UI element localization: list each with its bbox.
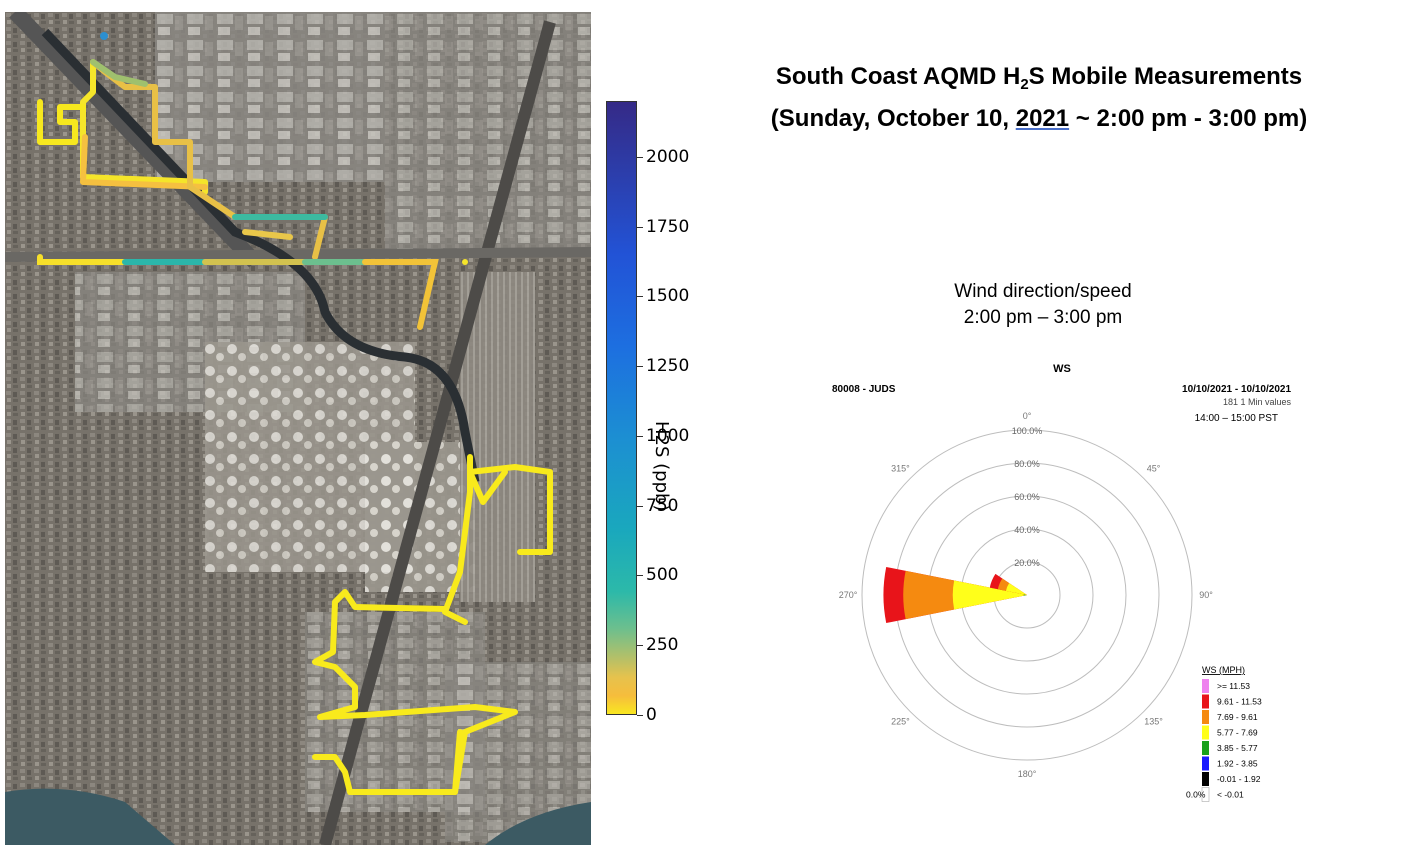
wind-speed-legend: WS (MPH) >= 11.53 9.61 - 11.53 7.69 - 9.61 5…: [1186, 665, 1262, 802]
rose-direction-labels: 0° 45° 90° 135° 180° 225° 270° 315°: [839, 411, 1214, 779]
legend-title: WS (MPH): [1202, 665, 1245, 675]
colorbar-tick: [637, 156, 643, 158]
h2s-track-northwest: [37, 59, 328, 260]
legend-label: 7.69 - 9.61: [1217, 712, 1258, 722]
time-window-label: 14:00 – 15:00 PST: [1195, 413, 1278, 424]
rose-petal-segment: [952, 580, 1027, 610]
rose-direction-label: 180°: [1018, 769, 1037, 779]
colorbar-tick: [637, 505, 643, 507]
legend-swatch: [1201, 787, 1210, 802]
title-date-prefix: (Sunday, October 10,: [770, 105, 1016, 132]
title-time-range: ~ 2:00 pm - 3:00 pm): [1069, 105, 1308, 132]
rose-ring: [861, 429, 1193, 761]
wind-rose: WS 80008 - JUDS 10/10/2021 - 10/10/2021 …: [832, 363, 1292, 802]
rose-ring-label: 20.0%: [1014, 558, 1040, 568]
colorbar-tick: [637, 366, 643, 368]
rose-petals: [883, 566, 1027, 624]
title-year: 2021: [1015, 105, 1070, 132]
colorbar-tick: [637, 645, 643, 647]
legend-swatch: [1202, 772, 1209, 786]
page-title: South Coast AQMD H2S Mobile Measurements…: [740, 60, 1338, 136]
h2s-track-horizontal: [37, 32, 468, 330]
colorbar-tick: [637, 435, 643, 437]
colorbar-tick-label: 2000: [646, 146, 690, 167]
rose-ring-label: 40.0%: [1014, 525, 1040, 535]
rose-ring-label: 80.0%: [1014, 459, 1040, 469]
colorbar-tick-label: 1250: [646, 356, 690, 377]
colorbar-title: H2S (ppb): [651, 421, 672, 512]
map-canvas: [5, 12, 591, 845]
legend-swatch: [1202, 756, 1209, 771]
colorbar-tick: [637, 296, 643, 298]
legend-swatch: [1202, 694, 1209, 709]
colorbar-tick-label: 1000: [646, 425, 690, 446]
legend-swatch: [1202, 679, 1209, 693]
freeway-horizontal: [5, 247, 591, 262]
rose-direction-label: 90°: [1199, 590, 1213, 600]
rose-direction-label: 45°: [1147, 463, 1161, 473]
legend-label: -0.01 - 1.92: [1217, 774, 1261, 784]
rose-direction-label: 225°: [891, 717, 910, 727]
legend-label: 9.61 - 11.53: [1217, 697, 1262, 707]
legend-label: 1.92 - 3.85: [1217, 759, 1258, 769]
freeway-diagonal: [319, 20, 556, 845]
wind-caption: Wind direction/speed 2:00 pm – 3:00 pm: [893, 279, 1193, 331]
colorbar-tick-label: 0: [646, 705, 657, 725]
colorbar-tick: [637, 575, 643, 577]
h2s-colorbar: 0 250 500 750 1000 1250 1500 1750 2000 H2S (ppb): [606, 101, 716, 741]
rose-petal-segment: [1023, 594, 1027, 596]
legend-label: 3.85 - 5.77: [1217, 743, 1258, 753]
date-range-label: 10/10/2021 - 10/10/2021: [1182, 384, 1291, 395]
satellite-map[interactable]: [5, 12, 591, 845]
title-subscript: 2: [1020, 76, 1029, 93]
wind-rose-title: WS: [1053, 363, 1071, 375]
station-label: 80008 - JUDS: [832, 384, 896, 395]
wind-caption-line-1: Wind direction/speed: [954, 281, 1132, 302]
colorbar-tick-label: 1500: [646, 286, 690, 307]
rose-ring-label: 100.0%: [1012, 426, 1043, 436]
colorbar-tick-label: 500: [646, 565, 679, 586]
rose-direction-label: 0°: [1023, 411, 1032, 421]
colorbar-tick-label: 750: [646, 495, 679, 516]
colorbar-gradient: [606, 101, 637, 715]
industrial-block: [385, 12, 591, 252]
freeway-diagonal: [9, 12, 261, 268]
rose-direction-label: 135°: [1144, 717, 1163, 727]
legend-swatch: [1202, 725, 1209, 740]
legend-label: < -0.01: [1217, 790, 1244, 800]
legend-label: 5.77 - 7.69: [1217, 728, 1258, 738]
h2s-track-south: [312, 454, 553, 795]
title-prefix: South Coast AQMD H: [775, 63, 1021, 90]
title-line-2: (Sunday, October 10, 2021 ~ 2:00 pm - 3:…: [740, 102, 1338, 136]
colorbar-tick-label: 250: [646, 635, 679, 656]
wind-rose-panel: WS 80008 - JUDS 10/10/2021 - 10/10/2021 …: [820, 355, 1310, 815]
rose-direction-label: 315°: [891, 463, 910, 473]
colorbar-tick-label: 1750: [646, 216, 690, 237]
title-line-1: South Coast AQMD H2S Mobile Measurements: [740, 60, 1338, 102]
calm-label: 0.0%: [1186, 790, 1206, 800]
colorbar-tick: [637, 715, 643, 716]
legend-swatch: [1202, 710, 1209, 724]
rose-direction-label: 270°: [839, 590, 858, 600]
legend-label: >= 11.53: [1217, 681, 1250, 691]
title-suffix: S Mobile Measurements: [1028, 63, 1303, 90]
harbor-water: [485, 802, 591, 845]
wind-caption-line-2: 2:00 pm – 3:00 pm: [963, 307, 1123, 328]
industrial-block: [155, 12, 385, 182]
colorbar-tick: [637, 226, 643, 228]
harbor-water: [5, 788, 175, 845]
sample-count-label: 181 1 Min values: [1223, 397, 1292, 407]
rose-petal-segment: [1005, 583, 1027, 595]
legend-swatch: [1202, 741, 1209, 755]
rose-ring-label: 60.0%: [1014, 492, 1040, 502]
